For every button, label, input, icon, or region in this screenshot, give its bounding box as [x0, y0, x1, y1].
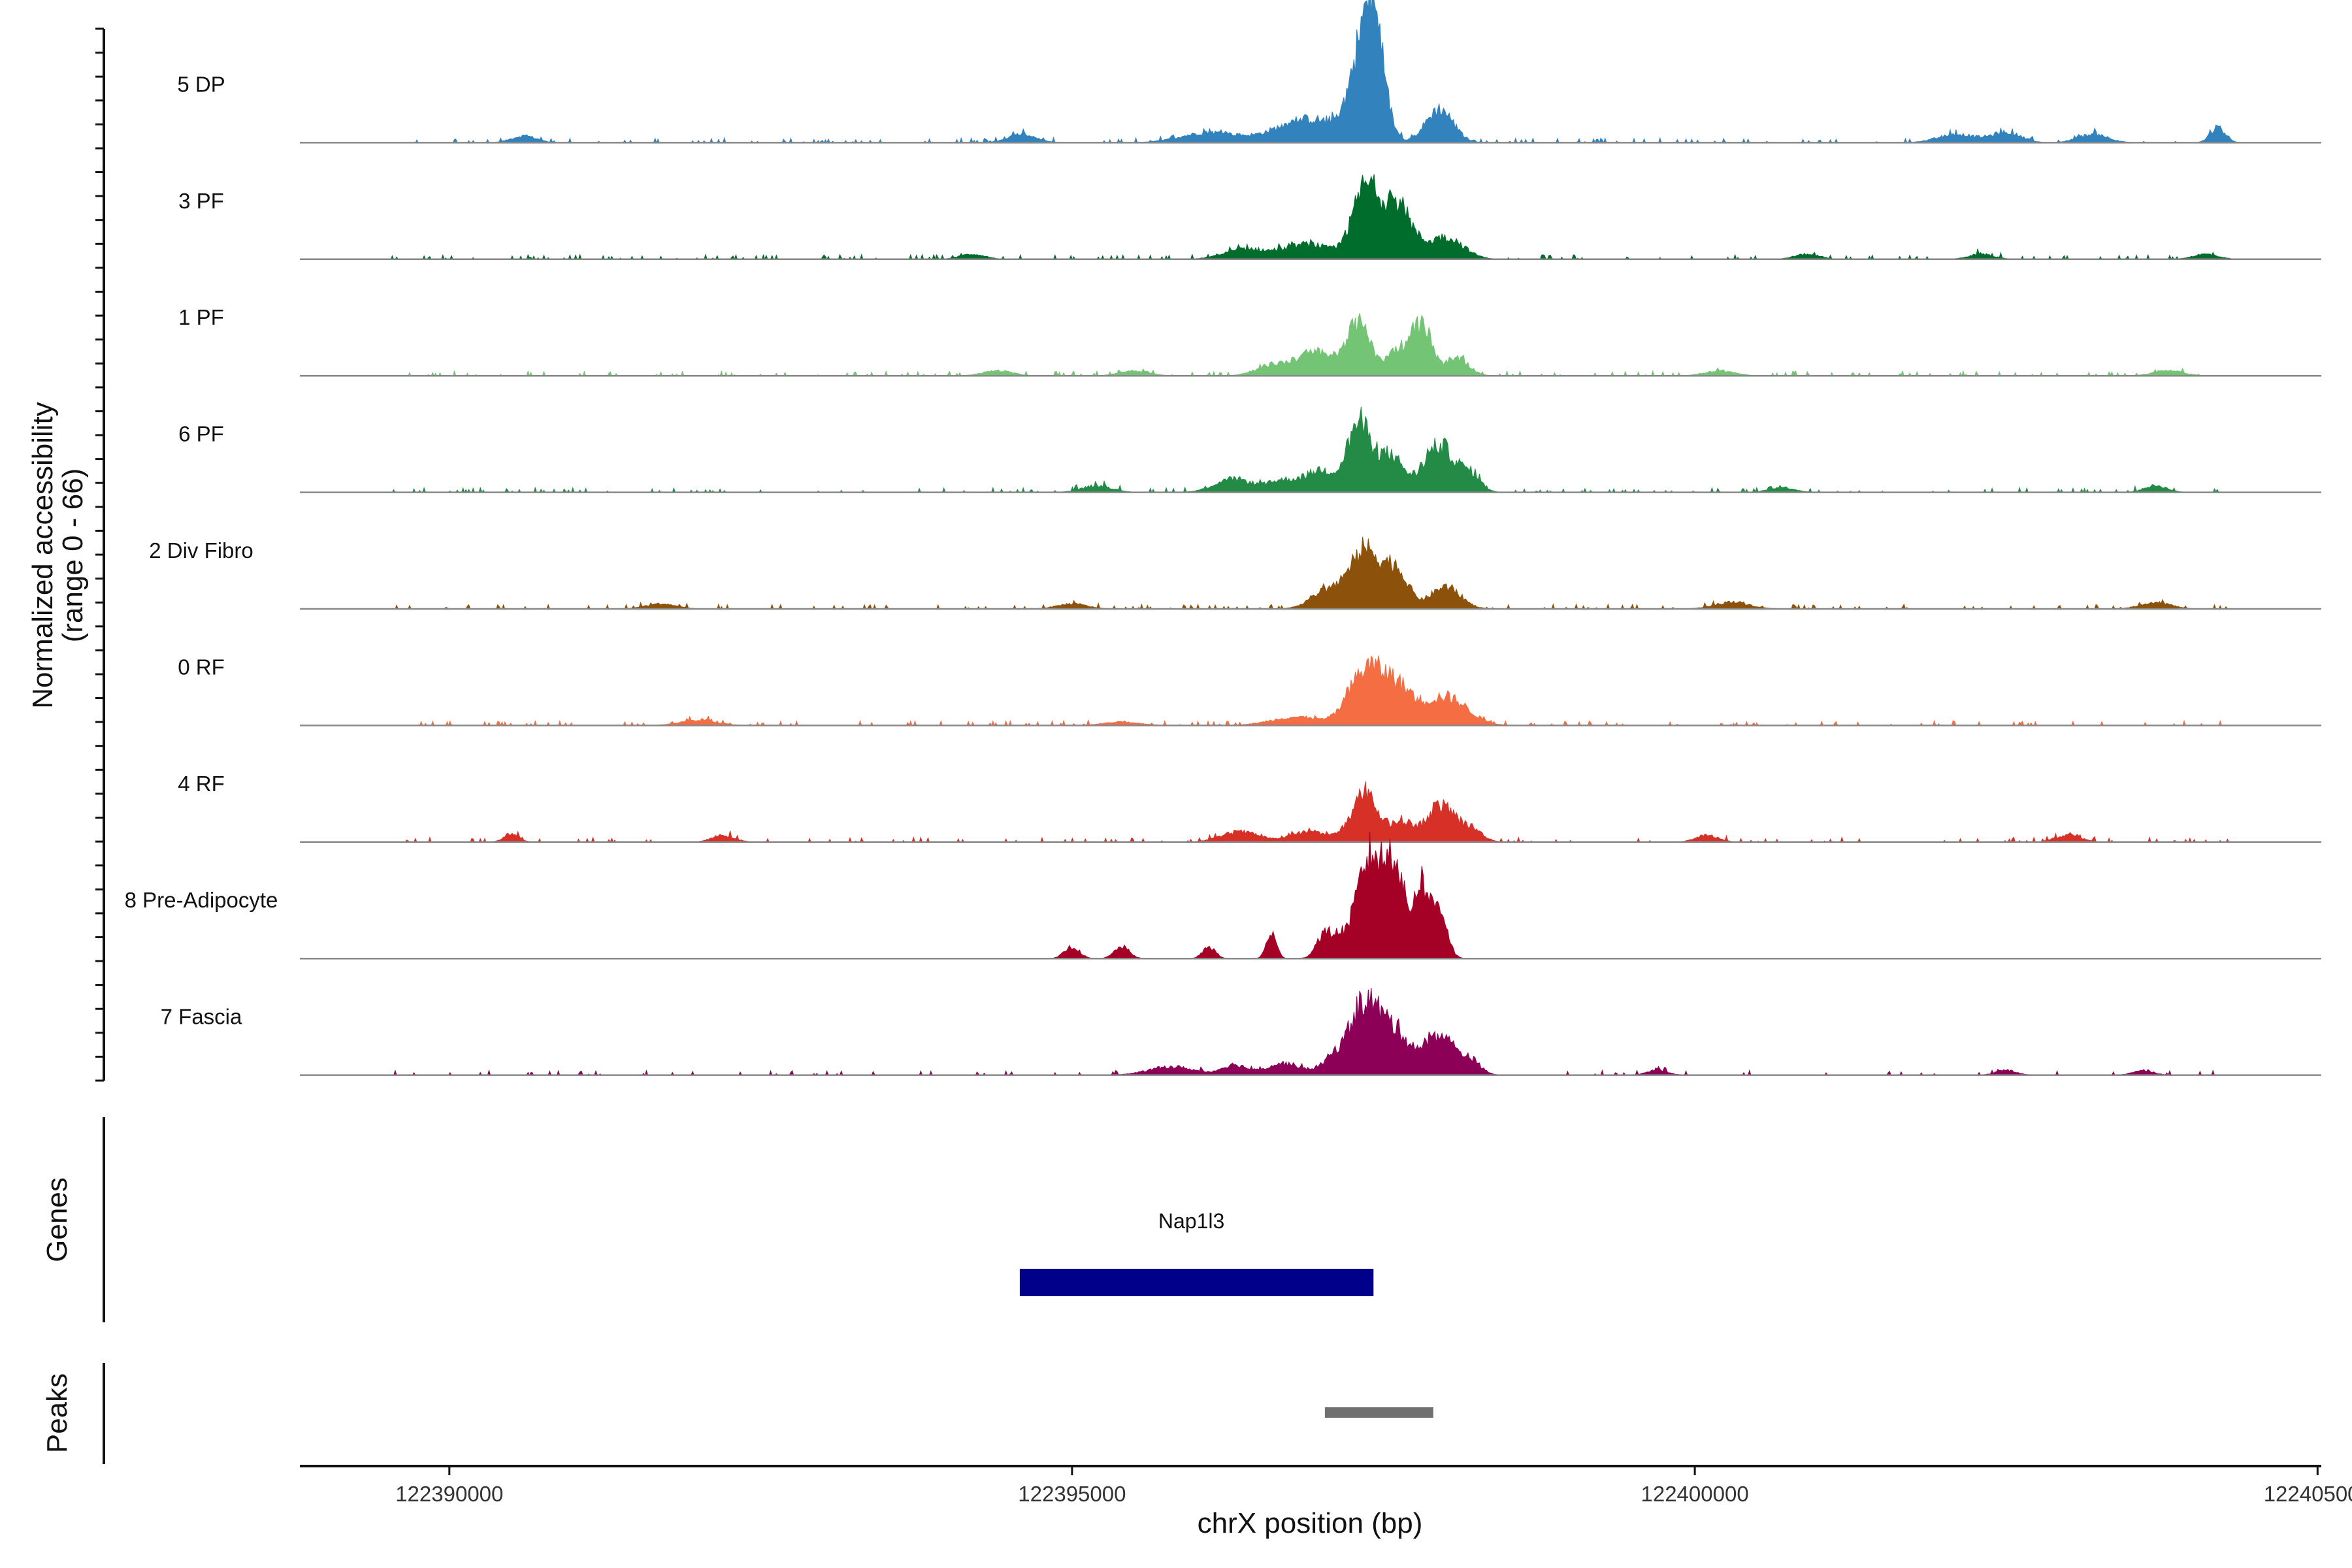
x-tick-label: 122405000: [2264, 1482, 2352, 1506]
peak-region: [1324, 1407, 1433, 1418]
track-label: 4 RF: [178, 772, 225, 796]
track-label: 0 RF: [178, 655, 225, 679]
x-axis-title: chrX position (bp): [1198, 1507, 1423, 1539]
gene-annotations: Nap1l3: [1019, 1209, 1374, 1296]
coverage-area: [300, 988, 2321, 1076]
track-1-pf: 1 PF: [178, 305, 2321, 377]
track-label: 5 DP: [177, 72, 225, 96]
coverage-area: [300, 655, 2321, 727]
track-5-dp: 5 DP: [177, 0, 2321, 144]
peaks-track-title: Peaks: [41, 1373, 73, 1453]
track-label: 1 PF: [178, 305, 224, 329]
coverage-area: [300, 0, 2321, 144]
y-axis-subtitle: (range 0 - 66): [57, 468, 89, 643]
coverage-area: [300, 536, 2321, 610]
track-0-rf: 0 RF: [178, 655, 2321, 727]
track-label: 6 PF: [178, 422, 224, 446]
track-8-pre-adipocyte: 8 Pre-Adipocyte: [125, 832, 2321, 960]
track-4-rf: 4 RF: [178, 772, 2321, 843]
track-label: 7 Fascia: [161, 1005, 242, 1029]
y-axis-title: Normalized accessibility: [27, 402, 59, 708]
x-tick-label: 122390000: [395, 1482, 503, 1506]
coverage-area: [300, 174, 2321, 261]
gene-body-nap1l3: [1019, 1269, 1374, 1296]
x-axis-ticks: 122390000 122395000 122400000 122405000: [395, 1466, 2352, 1506]
peak-annotations: [1324, 1407, 1433, 1418]
track-label: 8 Pre-Adipocyte: [125, 888, 278, 912]
track-3-pf: 3 PF: [178, 174, 2321, 261]
track-label: 2 Div Fibro: [149, 538, 253, 563]
coverage-area: [300, 406, 2321, 493]
gene-label: Nap1l3: [1158, 1209, 1224, 1233]
track-2-div-fibro: 2 Div Fibro: [149, 536, 2321, 610]
coverage-area: [300, 781, 2321, 843]
track-7-fascia: 7 Fascia: [161, 988, 2321, 1076]
x-tick-label: 122395000: [1018, 1482, 1126, 1506]
track-label: 3 PF: [178, 189, 224, 213]
coverage-y-ticks: [95, 27, 104, 1082]
x-tick-label: 122400000: [1641, 1482, 1749, 1506]
genes-track-title: Genes: [41, 1177, 73, 1262]
coverage-area: [300, 832, 2321, 959]
coverage-area: [300, 313, 2321, 377]
coverage-tracks: 5 DP 3 PF 1 PF 6 PF 2 Div Fibro 0 RF 4 RF 8 Pre…: [125, 0, 2321, 1076]
track-6-pf: 6 PF: [178, 406, 2321, 493]
